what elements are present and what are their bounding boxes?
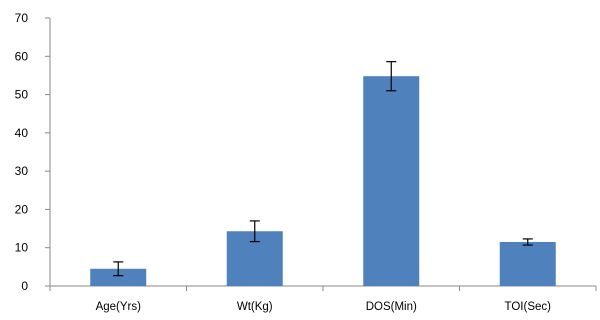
bar-2 — [363, 76, 420, 287]
bar-0 — [90, 268, 147, 286]
y-tick-label: 40 — [15, 126, 29, 140]
y-tick-label: 20 — [15, 202, 29, 216]
bars — [90, 76, 556, 287]
y-tick-label: 70 — [15, 11, 29, 25]
error-bars — [113, 61, 533, 277]
y-tick-label: 30 — [15, 164, 29, 178]
y-axis: 0 10 20 30 40 50 60 70 — [15, 11, 51, 293]
y-tick-label: 10 — [15, 241, 29, 255]
x-axis — [49, 285, 597, 291]
category-label-0: Age(Yrs) — [96, 301, 142, 313]
bar-3 — [499, 241, 556, 286]
category-label-2: DOS(Min) — [366, 301, 417, 313]
category-label-1: Wt(Kg) — [237, 301, 273, 313]
category-label-3: TOI(Sec) — [505, 301, 552, 313]
y-tick-label: 50 — [15, 88, 29, 102]
y-tick-label: 0 — [21, 279, 28, 293]
category-labels: Age(Yrs) Wt(Kg) DOS(Min) TOI(Sec) — [96, 301, 552, 313]
y-tick-label: 60 — [15, 49, 29, 63]
